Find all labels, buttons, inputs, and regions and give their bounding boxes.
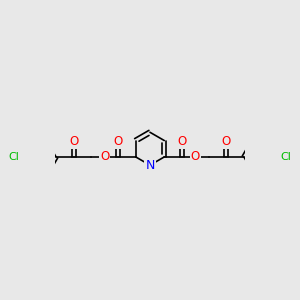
Text: N: N: [145, 159, 155, 172]
Text: Cl: Cl: [281, 152, 292, 162]
Text: O: O: [100, 151, 110, 164]
Text: O: O: [113, 135, 123, 148]
Text: O: O: [177, 135, 187, 148]
Text: O: O: [69, 135, 78, 148]
Text: O: O: [222, 135, 231, 148]
Text: O: O: [190, 151, 200, 164]
Text: Cl: Cl: [8, 152, 19, 162]
